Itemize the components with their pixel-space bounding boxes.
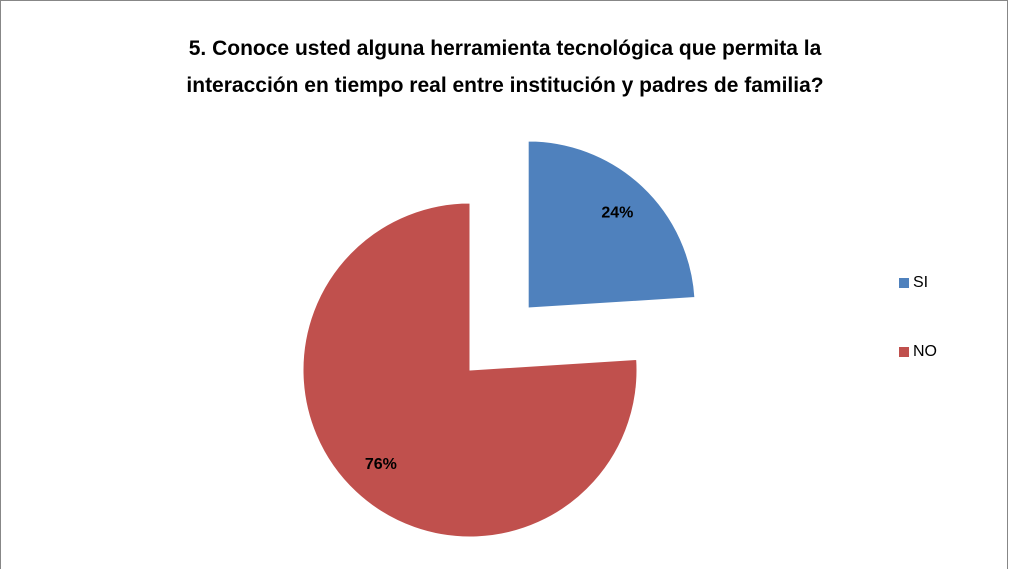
data-label: 24% (601, 204, 633, 221)
chart-title: 5. Conoce usted alguna herramienta tecno… (186, 37, 824, 97)
pie-slice (527, 140, 696, 309)
legend-label: NO (913, 343, 937, 360)
legend-label: SI (913, 274, 928, 291)
legend-swatch (899, 347, 909, 357)
legend-swatch (899, 278, 909, 288)
pie-slice (302, 202, 638, 538)
data-label: 76% (365, 456, 397, 473)
